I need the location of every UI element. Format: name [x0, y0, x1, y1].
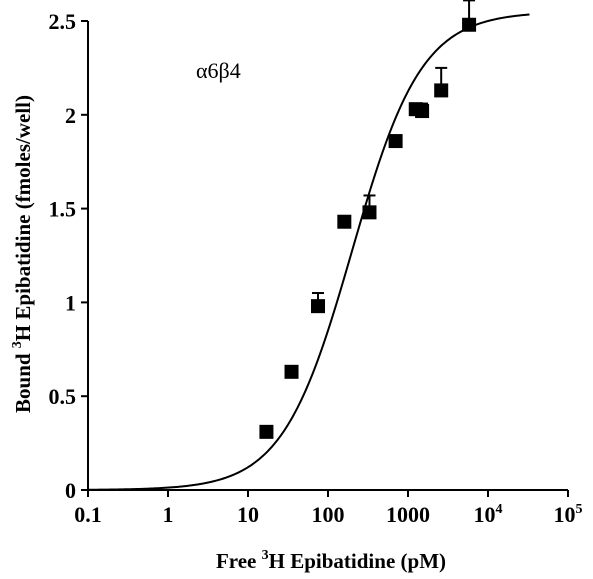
- fit-curve-layer: [87, 13, 530, 491]
- data-points-layer: [259, 0, 477, 439]
- y-tick-label: 2: [65, 103, 76, 128]
- x-tick-label: 10: [237, 502, 259, 527]
- data-point: [388, 134, 403, 149]
- x-tick-label: 105: [554, 502, 583, 527]
- y-tick-label: 0.5: [49, 384, 77, 409]
- data-point: [415, 104, 430, 119]
- y-tick-label: 0: [65, 478, 76, 503]
- y-tick-label: 1.5: [49, 197, 77, 222]
- x-axis-title: Free 3H Epibatidine (pM): [216, 548, 446, 573]
- x-tick-label: 100: [312, 502, 345, 527]
- receptor-annotation: α6β4: [196, 58, 241, 83]
- y-tick-label: 2.5: [49, 9, 77, 34]
- y-axis-title: Bound 3H Epibatidine (fmoles/well): [10, 95, 35, 413]
- data-point: [337, 214, 352, 229]
- x-tick-label: 104: [474, 502, 503, 527]
- x-tick-label: 1: [163, 502, 174, 527]
- x-tick-label: 0.1: [74, 502, 102, 527]
- x-tick-label: 1000: [386, 502, 430, 527]
- fit-curve: [87, 13, 530, 491]
- data-point: [362, 205, 377, 220]
- y-tick-label: 1: [65, 290, 76, 315]
- data-point: [311, 299, 326, 314]
- axes: 0.1 1 10 100 1000 104 105 0 0.5 1 1.5 2 2.5: [49, 9, 583, 527]
- data-point: [284, 364, 299, 379]
- data-point: [434, 83, 449, 98]
- data-point: [462, 17, 477, 32]
- data-point: [259, 424, 274, 439]
